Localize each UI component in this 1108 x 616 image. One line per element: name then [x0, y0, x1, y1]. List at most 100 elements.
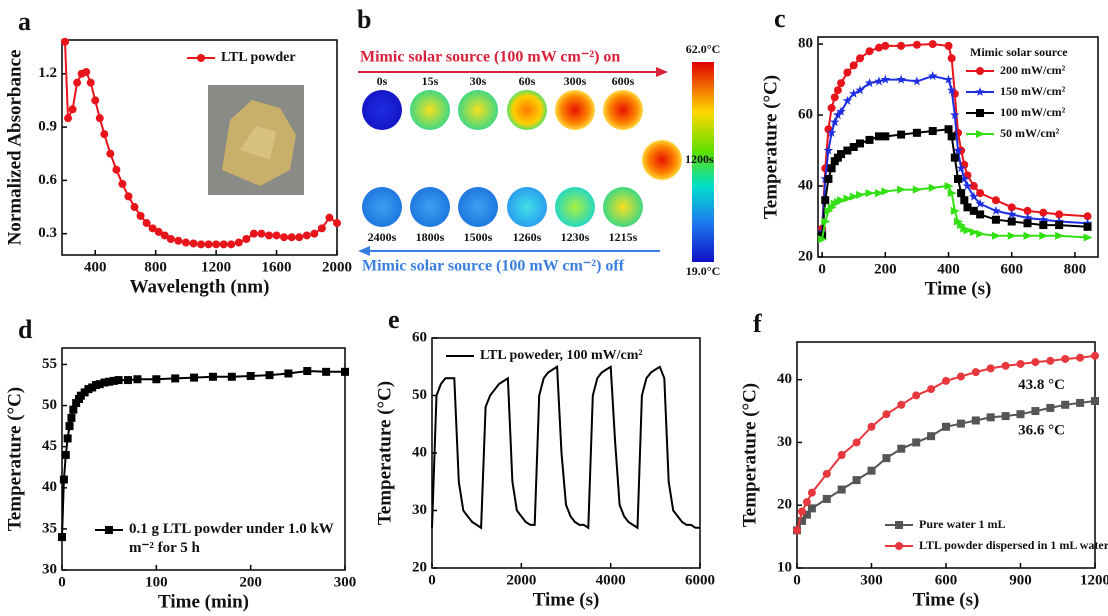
- marker: [95, 380, 104, 389]
- marker: [946, 85, 957, 95]
- marker: [166, 235, 175, 244]
- y-tick-label: 35: [42, 520, 57, 536]
- marker: [956, 163, 966, 173]
- legend-marker: [976, 67, 984, 75]
- marker: [1007, 231, 1017, 240]
- legend-marker: [975, 87, 985, 96]
- marker: [63, 434, 72, 443]
- marker: [130, 203, 139, 212]
- marker: [849, 88, 859, 98]
- marker: [136, 211, 145, 220]
- marker: [912, 391, 921, 400]
- x-tick-label: 300: [334, 574, 357, 590]
- marker: [295, 233, 304, 242]
- marker: [807, 504, 816, 513]
- x-tick-label: 1200: [1080, 572, 1108, 588]
- time-label: 60s: [519, 74, 536, 88]
- marker: [1054, 216, 1064, 226]
- marker: [818, 235, 828, 244]
- time-label: 1260s: [513, 230, 542, 244]
- marker: [824, 174, 833, 183]
- marker: [1016, 359, 1025, 368]
- marker: [950, 110, 960, 120]
- marker: [1055, 210, 1064, 219]
- marker: [68, 105, 77, 114]
- plot-frame: [817, 36, 1099, 258]
- marker: [826, 127, 837, 137]
- legend-label: 50 mW/cm²: [1000, 126, 1060, 140]
- y-tick-label: 60: [798, 107, 813, 123]
- marker: [856, 139, 865, 148]
- marker: [1039, 208, 1048, 217]
- marker: [109, 376, 118, 385]
- marker: [65, 422, 74, 431]
- thermal-panel: b Mimic solar source (100 mW cm⁻²) on Mi…: [357, 5, 720, 278]
- marker: [1016, 410, 1025, 419]
- marker: [837, 451, 846, 459]
- legend-marker: [976, 130, 985, 138]
- marker: [303, 367, 312, 376]
- marker: [95, 114, 104, 123]
- marker: [1091, 351, 1099, 360]
- marker: [969, 191, 979, 201]
- marker: [865, 135, 874, 144]
- off-label: Mimic solar source (100 mW cm⁻²) off: [362, 258, 625, 275]
- marker: [823, 145, 834, 155]
- marker: [302, 231, 311, 240]
- marker: [802, 510, 811, 519]
- time-label: 2400s: [368, 230, 397, 244]
- marker: [874, 189, 884, 198]
- marker: [865, 189, 875, 198]
- thermal-image: [362, 90, 402, 130]
- marker: [855, 85, 865, 95]
- y-tick-label: 45: [42, 438, 57, 454]
- y-tick-label: 60: [412, 329, 427, 345]
- marker: [59, 475, 68, 484]
- marker: [849, 143, 858, 151]
- marker: [833, 110, 843, 120]
- marker: [1022, 213, 1033, 222]
- panel-label: e: [388, 305, 400, 334]
- marker: [822, 494, 831, 503]
- y-tick-label: 30: [412, 502, 427, 518]
- marker: [821, 217, 831, 226]
- time-label: 1500s: [464, 230, 493, 244]
- time-label: 30s: [470, 74, 487, 88]
- marker: [67, 413, 76, 422]
- marker: [1023, 219, 1032, 228]
- marker: [969, 182, 978, 191]
- marker: [1031, 407, 1040, 416]
- marker: [897, 130, 906, 139]
- panel-label: b: [357, 5, 371, 34]
- marker: [197, 240, 206, 249]
- x-tick-label: 300: [860, 572, 883, 588]
- marker: [824, 206, 834, 215]
- on-arrowhead: [656, 67, 668, 77]
- x-tick-label: 4000: [596, 572, 626, 588]
- panel-label: a: [18, 7, 31, 36]
- x-axis-label: Time (s): [913, 589, 980, 610]
- marker: [881, 132, 890, 141]
- marker: [969, 228, 979, 237]
- marker: [865, 47, 874, 56]
- thermal-image: [458, 90, 498, 130]
- annotation: 43.8 °C: [1018, 377, 1065, 393]
- y-axis-label: Temperature (°C): [760, 75, 781, 219]
- y-tick-label: 55: [42, 356, 57, 372]
- plot-frame: [61, 39, 338, 256]
- marker: [843, 194, 853, 203]
- marker: [114, 376, 123, 385]
- marker: [852, 476, 861, 485]
- legend-label: 100 mW/cm²: [1000, 105, 1066, 119]
- marker: [280, 233, 289, 242]
- series-line: [796, 400, 1096, 531]
- marker: [821, 196, 830, 205]
- thermal-image: [410, 187, 450, 227]
- y-tick-label: 0.6: [38, 172, 57, 188]
- time-label: 15s: [422, 74, 439, 88]
- marker: [133, 375, 142, 384]
- x-axis-label: Time (s): [533, 589, 600, 610]
- y-tick-label: 1.2: [38, 65, 57, 81]
- off-arrowhead: [358, 246, 370, 256]
